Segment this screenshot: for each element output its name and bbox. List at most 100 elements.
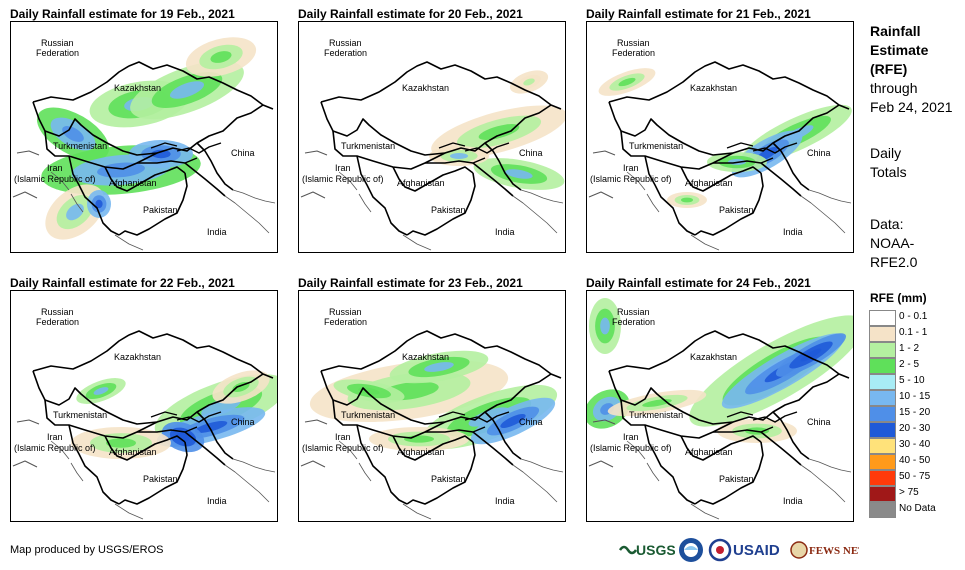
rainfall-area: [478, 124, 520, 140]
usgs-wordmark: USGS: [636, 542, 675, 558]
border-line: [184, 162, 226, 197]
border-line: [694, 441, 764, 505]
rainfall-area: [450, 153, 468, 159]
border-line: [50, 171, 70, 191]
legend-swatch: [869, 406, 896, 422]
country-label: Afghanistan: [685, 447, 733, 457]
rainfall-map: Russian Federation Kazakhstan Turkmenistan I…: [298, 21, 566, 253]
border-line: [425, 426, 486, 433]
legend-item: 0.1 - 1: [869, 326, 961, 342]
fewsnet-wordmark-icon: FEWS NET: [790, 541, 859, 559]
country-label: Iran: [335, 163, 351, 173]
border-line: [620, 399, 734, 439]
noaa-logo: [677, 536, 705, 564]
country-label: (Islamic Republic of): [590, 443, 672, 453]
data-source-line: Data:: [870, 216, 904, 232]
border-line: [232, 458, 276, 473]
border-line: [320, 330, 562, 379]
usaid-logo: USAID: [732, 536, 790, 564]
border-line: [800, 195, 846, 234]
rainfall-area: [424, 362, 454, 372]
border-line: [356, 424, 408, 505]
border-line: [358, 462, 372, 482]
country-label: Turkmenistan: [629, 410, 683, 420]
legend-item: > 75: [869, 486, 961, 502]
rainfall-area: [800, 348, 822, 362]
country-label: India: [783, 227, 803, 237]
country-label: China: [519, 417, 543, 427]
data-source: Data: NOAA- RFE2.0: [870, 215, 917, 272]
border-line: [176, 411, 222, 423]
border-line: [32, 61, 274, 110]
data-source-line: RFE2.0: [870, 254, 918, 270]
through-date-value: Feb 24, 2021: [870, 99, 953, 115]
country-label: Federation: [612, 317, 655, 327]
border-line: [356, 155, 408, 236]
side-title: Rainfall Estimate (RFE): [870, 22, 928, 79]
border-line: [680, 435, 762, 461]
legend-item: 0 - 0.1: [869, 310, 961, 326]
rainfall-area: [93, 387, 109, 395]
rainfall-panel-22feb: Daily Rainfall estimate for 22 Feb., 202…: [10, 276, 278, 522]
country-label: Russian: [41, 307, 74, 317]
country-label: Russian: [617, 38, 650, 48]
legend-swatch: [869, 310, 896, 326]
usgs-logo: USGS: [619, 536, 675, 564]
border-line: [726, 142, 754, 149]
country-label: Kazakhstan: [690, 83, 737, 93]
panel-title: Daily Rainfall estimate for 19 Feb., 202…: [10, 7, 235, 21]
country-label: Pakistan: [431, 474, 466, 484]
country-label: Turkmenistan: [53, 141, 107, 151]
border-line: [680, 166, 762, 192]
border-line: [760, 431, 802, 466]
border-line: [808, 458, 852, 473]
rainfall-field: [587, 298, 853, 443]
border-line: [332, 130, 446, 170]
border-line: [626, 171, 646, 191]
border-line: [320, 370, 552, 425]
border-line: [16, 419, 40, 425]
rainfall-area: [169, 81, 205, 99]
legend-swatch: [869, 358, 896, 374]
country-label: (Islamic Republic of): [302, 443, 384, 453]
totals-line: Totals: [870, 164, 907, 180]
legend-item: 30 - 40: [869, 438, 961, 454]
country-label: China: [231, 148, 255, 158]
border-line: [752, 411, 798, 423]
country-label: (Islamic Republic of): [302, 174, 384, 184]
country-label: India: [783, 496, 803, 506]
country-label: India: [495, 496, 515, 506]
country-label: Kazakhstan: [114, 352, 161, 362]
border-line: [118, 172, 188, 236]
border-line: [104, 435, 186, 461]
legend-item: 5 - 10: [869, 374, 961, 390]
country-label: Iran: [623, 163, 639, 173]
border-line: [520, 458, 564, 473]
country-label: Russian: [617, 307, 650, 317]
rainfall-area: [505, 169, 533, 179]
border-line: [464, 142, 510, 154]
legend-label: > 75: [899, 487, 919, 498]
border-line: [406, 172, 476, 236]
border-line: [176, 142, 222, 154]
border-line: [760, 162, 802, 197]
country-label: Kazakhstan: [690, 352, 737, 362]
border-line: [800, 464, 846, 503]
country-borders: [588, 61, 852, 251]
country-label: Afghanistan: [109, 447, 157, 457]
through-label: through: [870, 80, 918, 96]
legend-label: 10 - 15: [899, 391, 931, 402]
rainfall-area: [151, 149, 171, 159]
country-label: Iran: [47, 432, 63, 442]
border-line: [626, 440, 646, 460]
legend-label: 30 - 40: [899, 439, 931, 450]
country-label: Pakistan: [719, 474, 754, 484]
map-credit: Map produced by USGS/EROS: [10, 544, 164, 556]
rainfall-area: [523, 78, 535, 86]
rainfall-area: [106, 438, 136, 448]
country-borders: [12, 61, 276, 251]
border-line: [118, 441, 188, 505]
border-line: [232, 189, 276, 204]
border-line: [32, 330, 274, 379]
